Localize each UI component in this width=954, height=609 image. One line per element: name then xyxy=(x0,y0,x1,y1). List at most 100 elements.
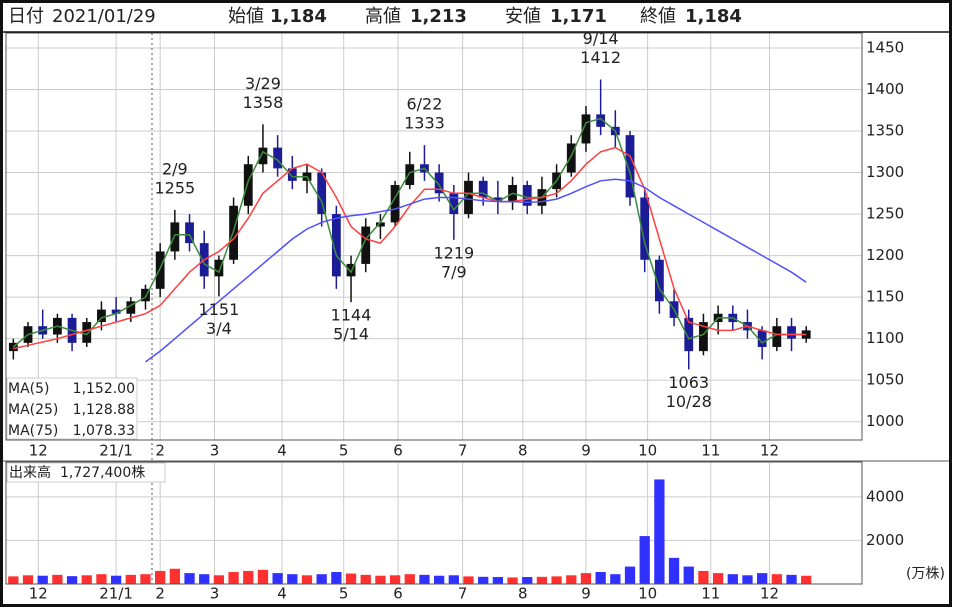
volume-bar xyxy=(448,575,459,584)
x-tick-label: 7 xyxy=(458,442,468,460)
volume-bar xyxy=(742,575,753,584)
legend-name: MA(75) xyxy=(8,423,58,439)
y-tick-label: 1100 xyxy=(866,329,904,347)
header-label: 安値 xyxy=(505,6,541,27)
y-tick-label: 1000 xyxy=(866,412,904,430)
x-tick-label: 4 xyxy=(277,442,287,460)
candle-body xyxy=(449,193,459,215)
x-tick-label: 4 xyxy=(277,585,287,603)
candle-body xyxy=(581,114,591,144)
volume-bar xyxy=(522,577,533,584)
x-tick-label: 12 xyxy=(29,442,48,460)
volume-bar xyxy=(316,574,327,584)
header-label: 始値 xyxy=(228,6,264,27)
volume-bar xyxy=(389,575,401,584)
annotation-value: 1151 xyxy=(199,300,240,319)
header-value: 1,184 xyxy=(270,6,327,27)
candle-body xyxy=(317,172,327,215)
annotation-date: 2/9 xyxy=(162,159,188,178)
volume-bar xyxy=(624,566,636,584)
volume-bar xyxy=(771,574,782,584)
candle-body xyxy=(331,214,341,277)
volume-bar xyxy=(287,574,298,584)
volume-bar xyxy=(228,572,239,584)
x-tick-label: 2 xyxy=(155,442,165,460)
ma-line xyxy=(13,146,807,350)
volume-bar xyxy=(345,573,357,584)
volume-bar xyxy=(140,574,151,584)
x-tick-label: 21/1 xyxy=(99,585,133,603)
ma-line xyxy=(12,117,807,348)
annotation-value: 1219 xyxy=(433,243,474,262)
x-tick-label: 6 xyxy=(393,585,403,603)
ma-line xyxy=(145,178,807,363)
volume-bar xyxy=(22,575,34,584)
annotation-value: 1358 xyxy=(243,93,284,112)
volume-bar xyxy=(213,575,225,584)
candle-body xyxy=(596,114,606,127)
volume-bar xyxy=(331,572,342,584)
volume-bar xyxy=(184,573,195,584)
candle-body xyxy=(787,326,796,339)
candle-body xyxy=(111,309,121,314)
volume-bar xyxy=(434,575,445,584)
annotation-date: 6/22 xyxy=(406,95,442,114)
candle-body xyxy=(126,301,136,314)
annotation-value: 1333 xyxy=(404,114,445,133)
header-value: 1,184 xyxy=(685,6,742,27)
y-tick-label: 1300 xyxy=(866,163,904,181)
x-tick-label: 10 xyxy=(638,585,657,603)
x-tick-label: 21/1 xyxy=(99,442,133,460)
volume-bar xyxy=(492,577,504,584)
volume-bar xyxy=(110,575,122,584)
volume-bar xyxy=(272,573,283,584)
volume-bar xyxy=(243,570,254,584)
candle-body xyxy=(434,172,444,194)
candle-body xyxy=(141,288,150,302)
volume-bar xyxy=(8,576,19,584)
volume-bar xyxy=(404,574,415,584)
annotation-value: 1144 xyxy=(331,306,372,325)
volume-bar xyxy=(683,566,694,584)
x-tick-label: 5 xyxy=(339,442,349,460)
volume-bar xyxy=(199,574,210,584)
volume-bar xyxy=(169,568,180,584)
annotation-date: 10/28 xyxy=(666,392,712,411)
volume-bar xyxy=(712,573,724,584)
candle-body xyxy=(493,197,503,202)
candle-body xyxy=(390,185,400,223)
y-tick-label: 1400 xyxy=(866,80,904,98)
x-tick-label: 10 xyxy=(638,442,657,460)
y-tick-label: 4000 xyxy=(866,487,904,505)
volume-bar xyxy=(610,574,621,584)
candle-body xyxy=(464,180,473,215)
x-tick-label: 3 xyxy=(210,585,220,603)
legend-name: MA(5) xyxy=(8,381,50,397)
volume-bar xyxy=(37,575,48,584)
legend-value: 1,152.00 xyxy=(73,381,135,397)
candle-body xyxy=(522,185,532,206)
volume-unit: (万株) xyxy=(906,566,945,582)
candle-body xyxy=(361,226,371,264)
legend-value: 1,128.88 xyxy=(73,402,135,418)
y-tick-label: 1050 xyxy=(866,371,904,389)
volume-bar xyxy=(757,573,768,584)
candle-body xyxy=(684,317,694,352)
x-tick-label: 11 xyxy=(701,585,720,603)
volume-bar xyxy=(478,576,489,584)
x-tick-label: 8 xyxy=(518,442,528,460)
volume-name: 出来高 xyxy=(9,464,51,481)
legend-name: MA(25) xyxy=(8,402,58,418)
volume-bar xyxy=(595,572,606,584)
x-tick-label: 11 xyxy=(701,442,720,460)
annotation-date: 3/29 xyxy=(245,74,281,93)
volume-bar xyxy=(668,557,680,584)
volume-bar xyxy=(52,574,63,584)
y-tick-label: 2000 xyxy=(866,531,904,549)
volume-bar xyxy=(698,570,709,584)
candle-body xyxy=(405,164,415,186)
volume-label-box xyxy=(6,462,166,483)
volume-bar xyxy=(301,575,313,584)
